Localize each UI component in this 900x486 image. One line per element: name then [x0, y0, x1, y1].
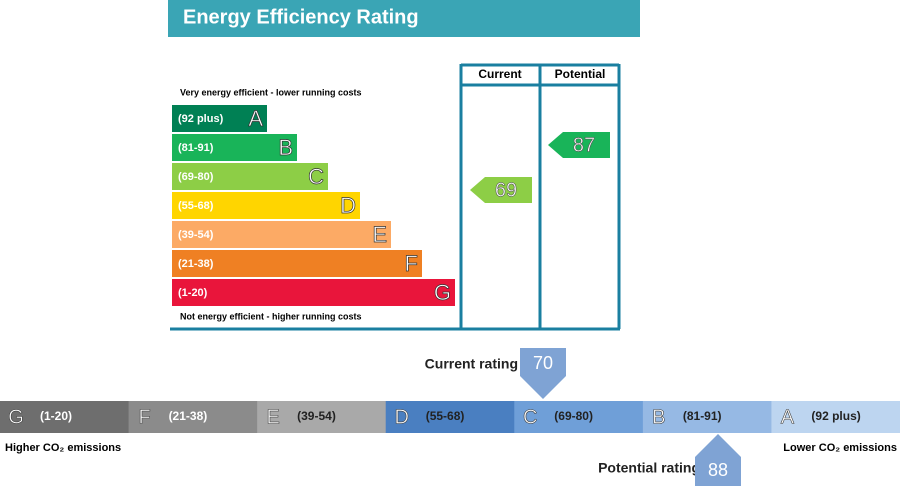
current-rating-marker: [520, 348, 566, 399]
scale-letter: D: [394, 406, 408, 428]
scale-letter: B: [652, 406, 665, 428]
scale-letter: A: [781, 406, 795, 428]
scale-letter: F: [138, 406, 150, 428]
band: [172, 221, 391, 248]
potential-arrow: [548, 132, 610, 158]
band-letter: E: [372, 222, 387, 247]
band-letter: G: [434, 280, 451, 305]
scale-segment: [642, 401, 772, 433]
bottom-note: Not energy efficient - higher running co…: [180, 311, 362, 321]
title: Energy Efficiency Rating: [183, 6, 419, 28]
band-letter: C: [308, 164, 324, 189]
band: [172, 105, 267, 132]
scale-segment: [0, 401, 130, 433]
left-note: Higher CO₂ emissions: [5, 442, 121, 454]
title-bar: [168, 0, 640, 37]
band: [172, 134, 297, 161]
band-range: (69-80): [178, 171, 214, 183]
column-header: Potential: [555, 67, 606, 81]
potential-rating-value: 88: [708, 460, 728, 480]
scale-range: (55-68): [426, 409, 465, 423]
scale-range: (1-20): [40, 409, 72, 423]
current-rating-label: Current rating: [425, 356, 518, 372]
scale-segment: [514, 401, 644, 433]
scale-range: (81-91): [683, 409, 722, 423]
band-letter: B: [278, 135, 293, 160]
scale-segment: [128, 401, 258, 433]
scale-range: (39-54): [297, 409, 336, 423]
band-range: (81-91): [178, 142, 214, 154]
scale-letter: G: [8, 406, 24, 428]
band-range: (92 plus): [178, 113, 224, 125]
band-range: (21-38): [178, 258, 214, 270]
column-header: Current: [478, 67, 521, 81]
scale-letter: E: [266, 406, 279, 428]
band-letter: F: [405, 251, 418, 276]
band: [172, 163, 328, 190]
band: [172, 250, 422, 277]
scale-segment: [257, 401, 387, 433]
potential-rating-label: Potential rating: [598, 460, 700, 476]
band: [172, 279, 455, 306]
scale-segment: [771, 401, 900, 433]
right-note: Lower CO₂ emissions: [783, 442, 897, 454]
band-range: (1-20): [178, 287, 208, 299]
current-rating-value: 70: [533, 353, 553, 373]
band-letter: A: [248, 106, 263, 131]
band: [172, 192, 360, 219]
top-note: Very energy efficient - lower running co…: [180, 87, 362, 97]
potential-value: 87: [573, 134, 595, 156]
potential-rating-marker: [695, 434, 741, 486]
current-value: 69: [495, 179, 517, 201]
band-range: (39-54): [178, 229, 214, 241]
current-arrow: [470, 177, 532, 203]
frame: [170, 63, 621, 331]
scale-range: (69-80): [554, 409, 593, 423]
scale-range: (92 plus): [811, 409, 860, 423]
scale-segment: [385, 401, 515, 433]
scale-letter: C: [523, 406, 537, 428]
scale-range: (21-38): [169, 409, 208, 423]
band-letter: D: [340, 193, 356, 218]
band-range: (55-68): [178, 200, 214, 212]
